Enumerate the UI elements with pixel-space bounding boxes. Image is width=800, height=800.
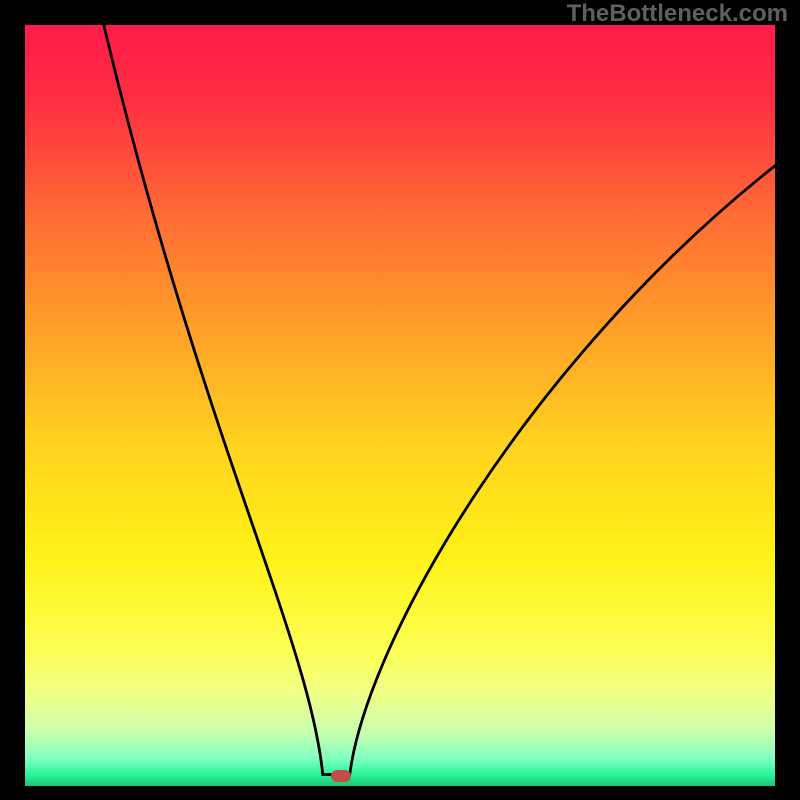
plot-area [25,25,775,786]
optimal-marker [331,770,351,782]
watermark: TheBottleneck.com [567,0,788,28]
curve-path [104,25,775,775]
bottleneck-curve [25,25,775,786]
